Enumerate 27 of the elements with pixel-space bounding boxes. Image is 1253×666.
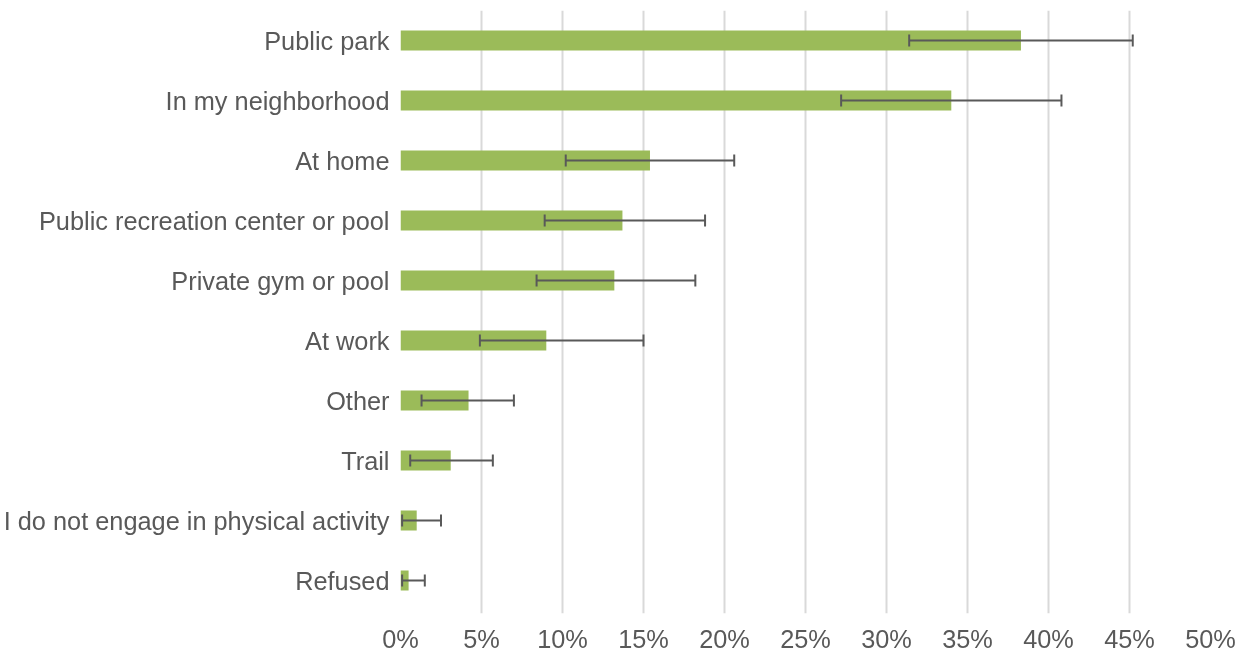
x-tick-label: 45% xyxy=(1104,624,1155,653)
x-tick-label: 20% xyxy=(699,624,750,653)
x-tick-label: 0% xyxy=(382,624,419,653)
y-tick-label: Refused xyxy=(295,566,390,595)
x-tick-label: 40% xyxy=(1023,624,1074,653)
y-tick-label: Other xyxy=(326,386,391,415)
x-tick-label: 35% xyxy=(942,624,993,653)
x-tick-label: 15% xyxy=(618,624,669,653)
y-tick-label: At work xyxy=(305,326,390,355)
x-tick-label: 25% xyxy=(780,624,831,653)
x-tick-label: 30% xyxy=(861,624,912,653)
bar xyxy=(400,30,1021,51)
y-tick-label: Public park xyxy=(264,26,390,55)
y-tick-label: In my neighborhood xyxy=(165,86,390,115)
y-tick-label: I do not engage in physical activity xyxy=(3,506,390,535)
bar xyxy=(400,210,623,231)
bar xyxy=(400,90,952,111)
y-tick-label: Private gym or pool xyxy=(171,266,390,295)
y-tick-label: Trail xyxy=(341,446,390,475)
bar xyxy=(400,150,650,171)
x-tick-label: 50% xyxy=(1185,624,1236,653)
y-tick-label: Public recreation center or pool xyxy=(38,206,390,235)
x-tick-label: 5% xyxy=(463,624,500,653)
x-tick-label: 10% xyxy=(537,624,588,653)
bar xyxy=(400,330,547,351)
y-tick-label: At home xyxy=(295,146,390,175)
bar xyxy=(400,270,615,291)
